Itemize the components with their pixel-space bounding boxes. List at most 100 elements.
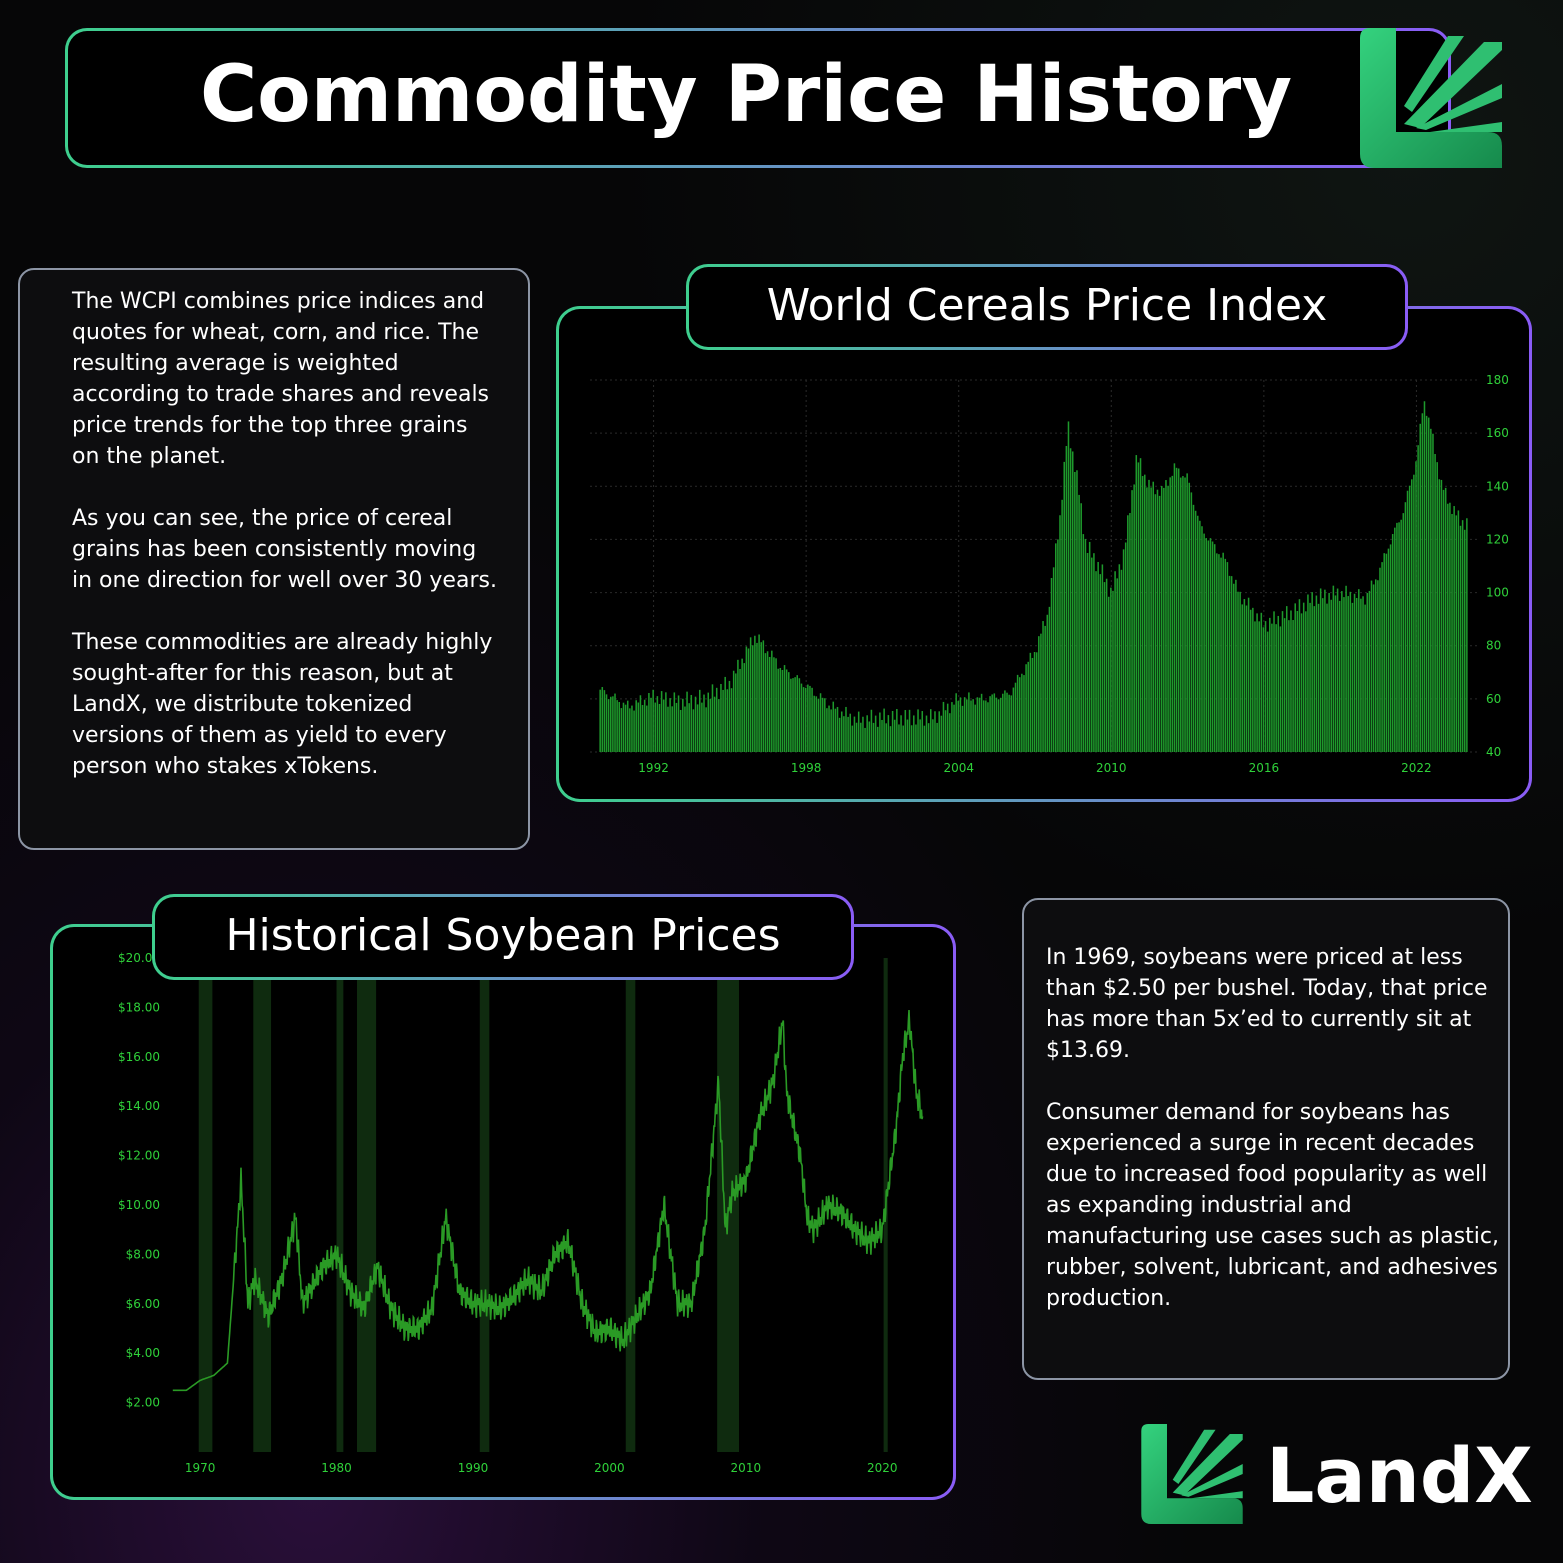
cereal-bar [910, 725, 913, 752]
recession-band [717, 958, 739, 1452]
cereal-bar [1364, 604, 1366, 752]
soybean-y-tick-label: $16.00 [118, 1050, 160, 1064]
cereal-bar [1188, 482, 1191, 752]
cereal-bar [1341, 591, 1343, 752]
cereal-bar [603, 690, 606, 752]
soybean-x-tick-label: 2000 [594, 1461, 625, 1475]
cereal-bar [1180, 477, 1182, 752]
cereal-bar [993, 693, 996, 752]
cereal-bar [1383, 553, 1385, 752]
cereal-bar [999, 697, 1002, 752]
cereal-bar [1241, 604, 1244, 752]
cereal-bar [1381, 562, 1383, 752]
cereal-bar [1167, 485, 1169, 752]
cereal-bar [1438, 479, 1441, 752]
cereal-bar [1408, 485, 1411, 752]
cereal-bar [1228, 575, 1231, 752]
cereal-bar [1154, 494, 1157, 752]
cereal-bar [1413, 474, 1415, 752]
cereal-bar [1175, 467, 1178, 752]
cereal-bar [671, 706, 673, 752]
soybean-paragraph-2: Consumer demand for soybeans has experie… [1046, 1100, 1499, 1311]
cereal-bar [1091, 557, 1093, 752]
cereal-bar [1220, 557, 1222, 752]
cereal-bar [709, 698, 712, 752]
cereal-bar [1400, 519, 1402, 752]
cereal-bar [1239, 591, 1241, 752]
cereal-bar [781, 669, 784, 752]
cereal-bar [1080, 503, 1082, 752]
soybean-x-tick-label: 2020 [867, 1461, 898, 1475]
cereal-bar [1048, 606, 1051, 752]
cereal-y-tick-label: 140 [1486, 479, 1509, 493]
cereal-bar [836, 706, 839, 752]
soybean-paragraph-1: In 1969, soybeans were priced at less th… [1046, 945, 1488, 1063]
cereal-bar [1139, 458, 1142, 752]
cereal-bar [942, 701, 945, 752]
cereal-bar [995, 697, 998, 752]
cereal-x-tick-label: 1992 [638, 761, 669, 775]
cereal-bar [688, 703, 690, 752]
cereal-bar [1396, 522, 1398, 752]
cereal-bar [1466, 518, 1468, 752]
cereal-bar [777, 668, 779, 752]
cereal-bar [1110, 587, 1112, 752]
cereal-bar [1296, 610, 1299, 752]
landx-brand-icon [1141, 1424, 1243, 1524]
cereal-bar [1302, 602, 1305, 752]
cereal-bar [1006, 692, 1008, 752]
recession-band [625, 958, 636, 1452]
cereal-bar [1120, 569, 1123, 752]
cereal-bar [821, 697, 824, 752]
cereal-bar [675, 702, 678, 752]
cereal-bar [1076, 470, 1078, 752]
cereal-x-tick-label: 1998 [791, 761, 822, 775]
cereal-bar [1224, 558, 1227, 752]
cereal-bar [749, 637, 752, 752]
cereal-bar [1233, 583, 1235, 752]
soybean-y-tick-label: $6.00 [126, 1297, 160, 1311]
cereal-bar [1283, 618, 1286, 752]
cereal-bar [1107, 596, 1110, 752]
cereal-bar [1203, 533, 1205, 752]
cereal-bar [1105, 578, 1108, 752]
cereal-bar [1171, 475, 1174, 752]
cereal-bar [1455, 515, 1458, 752]
cereal-bar [1319, 588, 1322, 752]
cereal-bar [741, 658, 743, 752]
cereal-bar [1004, 690, 1006, 752]
cereal-bar [1169, 477, 1171, 752]
cereal-bar [1052, 567, 1055, 752]
cereal-bar [1033, 652, 1036, 752]
cereal-bar [1391, 534, 1394, 752]
cereal-x-tick-label: 2022 [1401, 761, 1432, 775]
cereal-bar [1086, 552, 1089, 752]
cereal-bar [883, 708, 885, 752]
cereal-bar [1290, 610, 1292, 752]
cereal-bar [946, 703, 949, 752]
cereal-bar [813, 695, 815, 752]
cereal-bar [1358, 589, 1360, 752]
cereal-bar [1415, 461, 1417, 752]
cereal-bar [862, 716, 864, 752]
cereal-bar [1294, 603, 1296, 752]
cereal-bar [904, 710, 907, 752]
cereal-bar [1311, 592, 1313, 752]
cereal-bar [974, 704, 977, 752]
cereal-bar [906, 719, 909, 752]
cereal-bar [679, 709, 682, 752]
cereal-bar [997, 699, 1000, 752]
cereal-bar [633, 710, 635, 752]
cereal-bar [635, 700, 637, 752]
cereal-bar [1345, 585, 1347, 752]
cereal-bar [620, 708, 623, 752]
cereal-bar [955, 693, 957, 752]
cereal-bar [944, 710, 947, 752]
cereal-bar [938, 711, 940, 752]
cereal-bar [953, 704, 955, 752]
cereal-bar [840, 711, 843, 752]
cereal-bar [665, 692, 667, 752]
cereal-bar [927, 723, 930, 752]
cereal-bar [830, 709, 832, 752]
cereal-bar [724, 676, 726, 752]
